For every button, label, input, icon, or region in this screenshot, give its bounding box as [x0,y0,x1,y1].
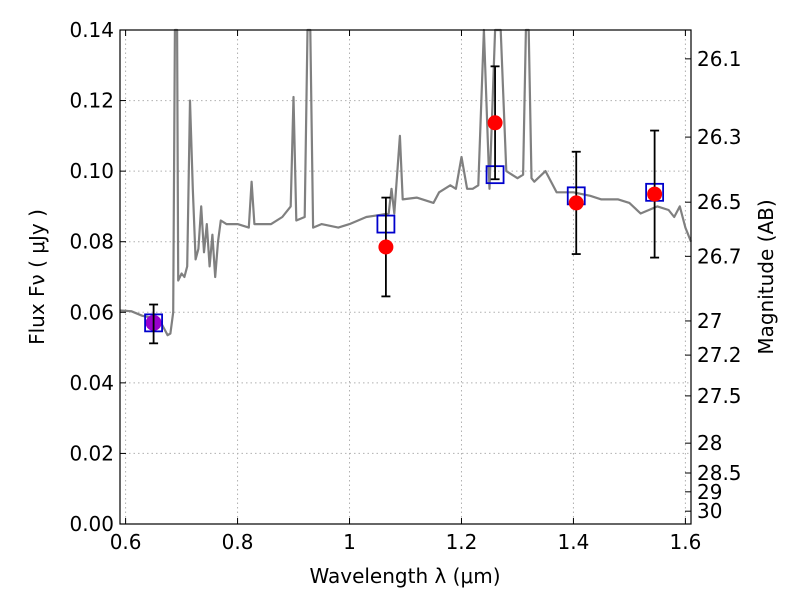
x-tick-label: 1.2 [446,530,478,554]
y2-axis-title: Magnitude (AB) [754,199,778,354]
y-tick-label: 0.02 [69,441,114,465]
x-tick-label: 1 [343,530,356,554]
x-tick-label: 0.8 [222,530,254,554]
y-axis-title: Flux Fν ( μJy ) [25,209,49,345]
y2-tick-label: 26.3 [697,125,742,149]
y2-tick-label: 26.7 [697,244,742,268]
plot-frame [119,29,692,525]
y2-tick-label: 26.5 [697,190,742,214]
axis-ticks: 0.6 0.8 1 1.2 1.4 1.6 0.00 0.02 0.04 0.06 0.08 0.10… [69,18,741,554]
y2-tick-label: 27.5 [697,384,742,408]
x-tick-label: 1.6 [669,530,701,554]
spectrum-line [119,28,693,337]
y2-tick-label: 26.1 [697,47,742,71]
y2-tick-label: 28.5 [697,461,742,485]
grid-lines [120,30,691,524]
y-tick-label: 0.00 [69,512,114,536]
observed-point [487,115,503,131]
y2-tick-label: 27.2 [697,343,742,367]
y2-tick-label: 29 [697,480,722,504]
y2-tick-label: 28 [697,431,722,455]
observed-point [378,239,394,255]
observed-point [568,195,584,211]
y-tick-label: 0.08 [69,230,114,254]
observed-point [647,186,663,202]
x-tick-label: 0.6 [110,530,142,554]
y-tick-label: 0.04 [69,371,114,395]
y-tick-label: 0.10 [69,159,114,183]
y2-tick-label: 27 [697,309,722,333]
x-tick-label: 1.4 [558,530,590,554]
y2-tick-label: 30 [697,499,722,523]
x-axis-title: Wavelength λ (μm) [309,564,500,588]
y-tick-label: 0.12 [69,89,114,113]
y-tick-label: 0.06 [69,300,114,324]
y-tick-label: 0.14 [69,18,114,42]
plot-area [119,28,693,345]
